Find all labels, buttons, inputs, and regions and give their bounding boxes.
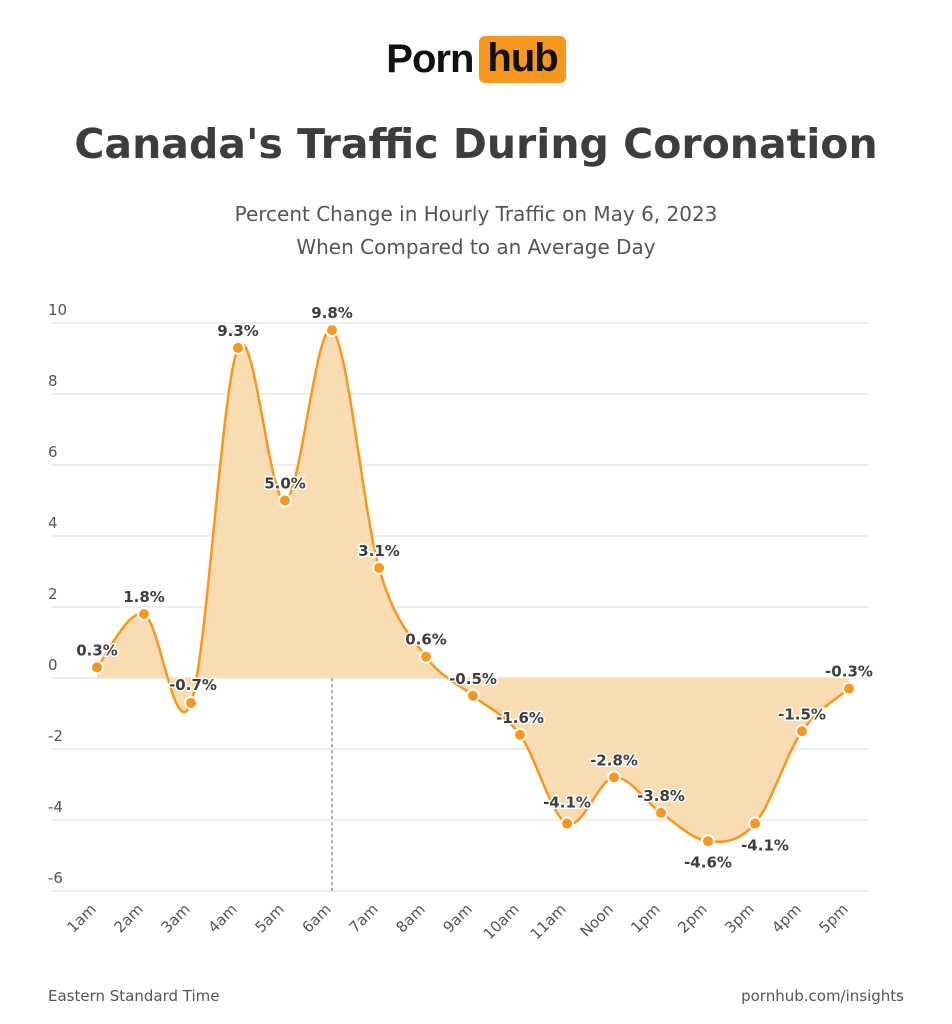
data-label: -4.1% [543,794,591,812]
y-tick-label: 2 [48,585,58,603]
data-point [842,681,856,696]
data-point [795,724,809,739]
x-tick-label: 5am [252,900,288,936]
y-tick-label: -2 [48,727,63,745]
data-label: 1.8% [123,588,165,606]
data-label: -1.5% [778,705,826,723]
data-point [654,805,668,820]
data-label: -0.3% [825,663,873,681]
x-tick-label: 4pm [768,900,805,937]
data-label: -0.7% [169,676,217,694]
y-tick-label: 4 [48,514,58,532]
x-tick-label: 1am [64,900,100,936]
x-tick-label: 5pm [815,900,852,937]
data-label: 0.3% [76,641,118,659]
logo: Porn hub [0,36,952,83]
data-label: 3.1% [358,542,400,560]
data-label: 0.6% [405,631,447,649]
y-tick-label: 8 [48,372,58,390]
x-tick-label: 6am [299,900,335,936]
x-tick-label: 7am [346,900,382,936]
x-axis-ticks: 1am 2am 3am 4am 5am 6am 7am 8am 9am 10am 11am Noon 1… [64,900,852,943]
timezone-note: Eastern Standard Time [48,987,220,1005]
x-tick-label: 2am [111,900,147,936]
data-point [372,560,386,575]
chart-subtitle-line2: When Compared to an Average Day [296,235,656,259]
logo-text-hub: hub [479,36,566,83]
chart-title: Canada's Traffic During Coronation [74,120,878,168]
data-label: -4.1% [741,837,789,855]
data-point [560,816,574,831]
data-point [278,493,292,508]
data-point [513,727,527,742]
data-point [419,649,433,664]
y-tick-label: 6 [48,443,58,461]
y-tick-label: 10 [48,301,67,319]
data-point [184,695,198,710]
data-point [137,607,151,622]
data-point [90,660,104,675]
data-label: 9.3% [217,322,259,340]
logo-text-porn: Porn [386,37,474,81]
chart-subtitle-line1: Percent Change in Hourly Traffic on May … [234,202,718,226]
source-link[interactable]: pornhub.com/insights [741,987,904,1005]
data-label: -0.5% [449,670,497,688]
x-tick-label: 3am [158,900,194,936]
y-tick-label: -4 [48,798,63,816]
x-tick-label: Noon [576,900,616,940]
data-point [325,323,339,338]
x-tick-label: 9am [440,900,476,936]
data-label: 5.0% [264,475,306,493]
data-label: -2.8% [590,751,638,769]
area-fill [97,329,849,842]
x-tick-label: 1pm [627,900,664,937]
area-layer [96,328,850,844]
y-axis-ticks: 10 8 6 4 2 0 -2 -4 -6 [48,301,67,887]
data-label: -3.8% [637,787,685,805]
y-tick-label: -6 [48,869,63,887]
data-point [701,834,715,849]
data-point [231,340,245,355]
data-label: 9.8% [311,304,353,322]
data-point [607,770,621,785]
data-labels: 0.3% 1.8% -0.7% 9.3% 5.0% 9.8% 3.1% 0.6% -0.5% -1… [75,303,875,873]
x-tick-label: 3pm [721,900,758,937]
data-points [90,323,856,849]
x-tick-label: 11am [527,900,570,943]
x-tick-label: 4am [205,900,241,936]
data-point [748,816,762,831]
data-point [466,688,480,703]
x-tick-label: 2pm [674,900,711,937]
data-label: -4.6% [684,853,732,871]
x-tick-label: 10am [480,900,523,943]
data-label: -1.6% [496,709,544,727]
y-tick-label: 0 [48,656,58,674]
x-tick-label: 8am [393,900,429,936]
